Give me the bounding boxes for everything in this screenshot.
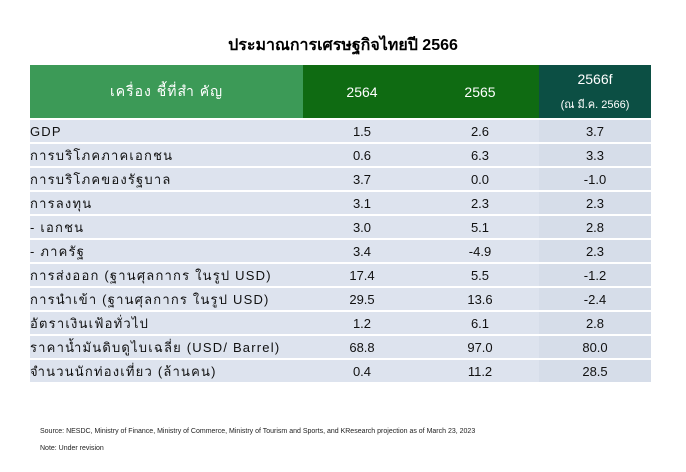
value-2565: 6.1	[421, 311, 539, 336]
row-label: การบริโภคภาคเอกชน	[30, 143, 303, 168]
header-2566f-sub: (ณ มี.ค. 2566)	[560, 98, 630, 111]
table-row: การส่งออก (ฐานศุลกากร ในรูป USD) 17.4 5.5-…	[30, 263, 651, 288]
table-row: ราคาน้ำมันดิบดูไบเฉลี่ย (USD/ Barrel) 68.…	[30, 335, 651, 360]
table-row: การบริโภคของรัฐบาล 3.7 0.0 -1.0	[30, 167, 651, 192]
header-2564: 2564	[303, 65, 421, 120]
table-row: - เอกชน 3.0 5.1 2.8	[30, 215, 651, 240]
value-2565: 5.1	[421, 215, 539, 240]
header-2566f: 2566f (ณ มี.ค. 2566)	[539, 65, 651, 120]
header-2566f-label: 2566f	[577, 70, 613, 87]
value-2564: 3.0	[303, 215, 421, 240]
table-header-row: เครื่อง ชี้ที่สำ คัญ 2564 2565 2566f (ณ …	[30, 65, 651, 120]
table-row: การลงทุน 3.1 2.3 2.3	[30, 191, 651, 216]
value-2566f: 2.8	[539, 311, 651, 336]
table-row: จำนวนนักท่องเที่ยว (ล้านคน) 0.4 11.2 28.5	[30, 359, 651, 384]
header-indicator: เครื่อง ชี้ที่สำ คัญ	[30, 65, 303, 120]
value-2565: 6.3	[421, 143, 539, 168]
value-2565: 2.6	[421, 119, 539, 144]
revision-note: Note: Under revision	[40, 445, 104, 452]
table-row: อัตราเงินเฟ้อทั่วไป 1.2 6.1 2.8	[30, 311, 651, 336]
value-2564: 17.4	[303, 263, 421, 288]
value-2565: -4.9	[421, 239, 539, 264]
value-2564: 0.6	[303, 143, 421, 168]
source-note: Source: NESDC, Ministry of Finance, Mini…	[40, 428, 476, 435]
value-2566f: 3.7	[539, 119, 651, 144]
value-2566f: -1.0	[539, 167, 651, 192]
value-2566f: 28.5	[539, 359, 651, 384]
value-2566f: 2.8	[539, 215, 651, 240]
value-2564: 1.5	[303, 119, 421, 144]
row-label: อัตราเงินเฟ้อทั่วไป	[30, 311, 303, 336]
header-2565: 2565	[421, 65, 539, 120]
table-row: - ภาครัฐ 3.4 -4.9 2.3	[30, 239, 651, 264]
row-label: ราคาน้ำมันดิบดูไบเฉลี่ย (USD/ Barrel)	[30, 335, 303, 360]
row-label: การส่งออก (ฐานศุลกากร ในรูป USD)	[30, 263, 303, 288]
value-2565: 97.0	[421, 335, 539, 360]
forecast-table: เครื่อง ชี้ที่สำ คัญ 2564 2565 2566f (ณ …	[30, 65, 651, 384]
row-label: GDP	[30, 119, 303, 144]
value-2564: 29.5	[303, 287, 421, 312]
value-2566f: -1.2	[539, 263, 651, 288]
row-label: การลงทุน	[30, 191, 303, 216]
row-label: การบริโภคของรัฐบาล	[30, 167, 303, 192]
value-2565: 5.5	[421, 263, 539, 288]
row-label: จำนวนนักท่องเที่ยว (ล้านคน)	[30, 359, 303, 384]
value-2566f: 3.3	[539, 143, 651, 168]
value-2564: 3.7	[303, 167, 421, 192]
table-row: GDP 1.5 2.6 3.7	[30, 119, 651, 144]
row-label: - เอกชน	[30, 215, 303, 240]
value-2565: 13.6	[421, 287, 539, 312]
value-2566f: 2.3	[539, 191, 651, 216]
value-2566f: -2.4	[539, 287, 651, 312]
row-label: การนำเข้า (ฐานศุลกากร ในรูป USD)	[30, 287, 303, 312]
value-2565: 11.2	[421, 359, 539, 384]
row-label: - ภาครัฐ	[30, 239, 303, 264]
table-row: การนำเข้า (ฐานศุลกากร ในรูป USD) 29.5 13.6…	[30, 287, 651, 312]
page-title: ประมาณการเศรษฐกิจไทยปี 2566	[228, 37, 458, 54]
table-row: การบริโภคภาคเอกชน 0.6 6.3 3.3	[30, 143, 651, 168]
value-2564: 3.4	[303, 239, 421, 264]
value-2564: 1.2	[303, 311, 421, 336]
value-2564: 0.4	[303, 359, 421, 384]
value-2566f: 80.0	[539, 335, 651, 360]
value-2565: 0.0	[421, 167, 539, 192]
value-2564: 68.8	[303, 335, 421, 360]
value-2566f: 2.3	[539, 239, 651, 264]
value-2565: 2.3	[421, 191, 539, 216]
table-body: GDP 1.5 2.6 3.7 การบริโภคภาคเอกชน 0.6 6.3 3.3 กา…	[30, 119, 651, 384]
value-2564: 3.1	[303, 191, 421, 216]
